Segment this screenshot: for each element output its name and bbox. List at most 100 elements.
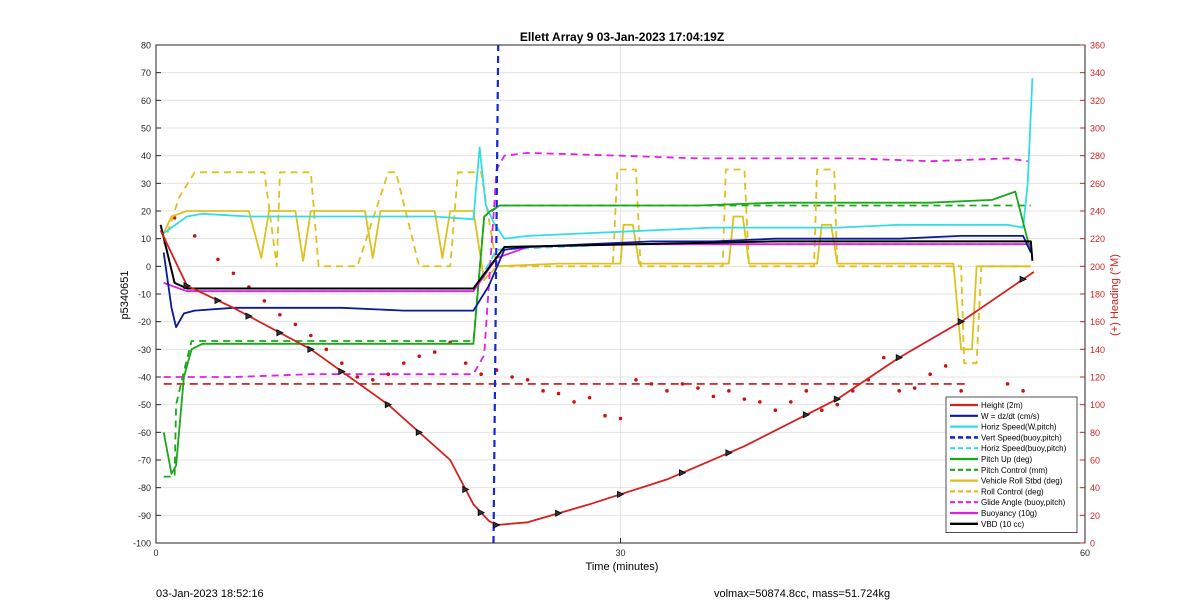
y-axis-label: p5340651: [119, 271, 131, 320]
y-tick-label: -40: [138, 373, 151, 383]
height-marker: [493, 521, 501, 529]
height-marker: [245, 312, 253, 320]
heading-point: [1005, 382, 1010, 386]
heading-point: [231, 271, 236, 276]
chart-title: Ellett Array 9 03-Jan-2023 17:04:19Z: [520, 30, 724, 44]
legend-label: VBD (10 cc): [981, 520, 1024, 529]
heading-point: [324, 347, 329, 352]
y2-tick-label: 80: [1090, 428, 1100, 438]
heading-point: [696, 386, 700, 390]
heading-point: [804, 389, 809, 393]
height-marker: [307, 345, 315, 353]
height-marker: [384, 401, 393, 409]
height-marker: [1019, 275, 1027, 283]
series-buoyancy-10g: [163, 243, 1031, 293]
x-tick-label: 60: [1080, 548, 1090, 558]
heading-point: [587, 395, 592, 400]
y-tick-label: -100: [133, 539, 151, 549]
y-tick-label: 60: [141, 96, 151, 106]
heading-point: [680, 382, 685, 386]
footer-timestamp: 03-Jan-2023 18:52:16: [156, 588, 264, 600]
heading-point: [912, 386, 917, 390]
series-horiz-speed-w-pitch: [163, 78, 1034, 240]
y-tick-label: -60: [138, 428, 151, 438]
legend-label: Vehicle Roll Stbd (deg): [981, 477, 1063, 486]
y-tick-label: 40: [141, 151, 151, 161]
y2-tick-label: 20: [1090, 511, 1100, 521]
height-marker: [555, 509, 563, 517]
y2-tick-label: 140: [1090, 345, 1105, 355]
heading-point: [293, 322, 298, 327]
heading-point: [192, 234, 197, 238]
heading-point: [711, 394, 716, 399]
heading-point: [432, 350, 437, 354]
y-tick-label: -50: [138, 400, 151, 410]
y-tick-label: -10: [138, 290, 151, 300]
heading-point: [386, 372, 391, 377]
y2-tick-label: 260: [1090, 179, 1105, 189]
y2-axis-label: (+) Heading (°M): [1109, 254, 1121, 336]
heading-point: [401, 361, 406, 365]
plot-area: [159, 44, 1035, 544]
height-marker: [276, 329, 284, 337]
heading-point: [417, 354, 422, 359]
heading-point: [479, 372, 483, 377]
heading-point: [881, 355, 886, 360]
heading-point: [525, 377, 530, 382]
y2-tick-label: 320: [1090, 96, 1105, 106]
height-marker: [183, 282, 191, 290]
series-glide-angle-buoy-pitch: [163, 151, 1028, 378]
heading-point: [355, 375, 360, 379]
x-tick-label: 0: [153, 548, 158, 558]
heading-point: [773, 408, 778, 413]
y2-tick-label: 220: [1090, 234, 1105, 244]
legend-label: Pitch Control (mm): [981, 466, 1048, 475]
y-tick-label: -70: [138, 456, 151, 466]
y-tick-label: 20: [141, 207, 151, 217]
legend: Height (2m) W = dz/dt (cm/s) Horiz Speed(W…: [945, 396, 1078, 534]
axis-ticks: -100-90-80-70-60-50-40-30-20-10010203040…: [133, 41, 1105, 559]
heading-point: [758, 400, 762, 404]
heading-point: [309, 333, 313, 338]
heading-point: [742, 397, 747, 401]
legend-label: Horiz Speed(W,pitch): [981, 423, 1057, 432]
height-marker: [338, 367, 346, 376]
height-marker: [802, 411, 811, 419]
y2-tick-label: 300: [1090, 124, 1105, 134]
y-tick-label: 0: [146, 262, 151, 272]
y2-tick-label: 280: [1090, 151, 1105, 161]
heading-point: [634, 377, 638, 382]
y-tick-label: 10: [141, 234, 151, 244]
series-roll-control-deg: [162, 168, 1031, 365]
heading-point: [541, 389, 545, 393]
y-tick-label: -80: [138, 483, 151, 493]
heading-point: [727, 389, 731, 393]
heading-point: [463, 361, 468, 365]
y-tick-label: 80: [141, 41, 151, 51]
heading-point: [278, 312, 282, 317]
series-pitch-up-deg: [162, 190, 1032, 475]
height-marker: [617, 490, 625, 498]
height-marker: [895, 353, 904, 362]
heading-point: [618, 416, 623, 421]
heading-point: [510, 375, 514, 379]
height-marker: [833, 395, 842, 403]
legend-label: Roll Control (deg): [981, 487, 1044, 496]
heading-point: [262, 299, 267, 303]
legend-label: Horiz Speed(buoy,pitch): [981, 444, 1067, 453]
heading-point: [1021, 389, 1025, 393]
series-w-dz-dt-cm-s: [162, 234, 1032, 329]
heading-point: [649, 382, 654, 386]
series-vehicle-roll-stbd-deg: [162, 210, 1031, 351]
heading-point: [928, 372, 932, 377]
heading-point: [603, 413, 607, 418]
heading-point: [556, 391, 561, 396]
legend-label: Pitch Up (deg): [981, 455, 1032, 464]
y-tick-label: -30: [138, 345, 151, 355]
x-axis-label: Time (minutes): [586, 561, 659, 573]
legend-label: Vert Speed(buoy,pitch): [981, 433, 1062, 442]
heading-point: [789, 400, 793, 404]
heading-point: [340, 361, 344, 365]
y2-tick-label: 60: [1090, 456, 1100, 466]
